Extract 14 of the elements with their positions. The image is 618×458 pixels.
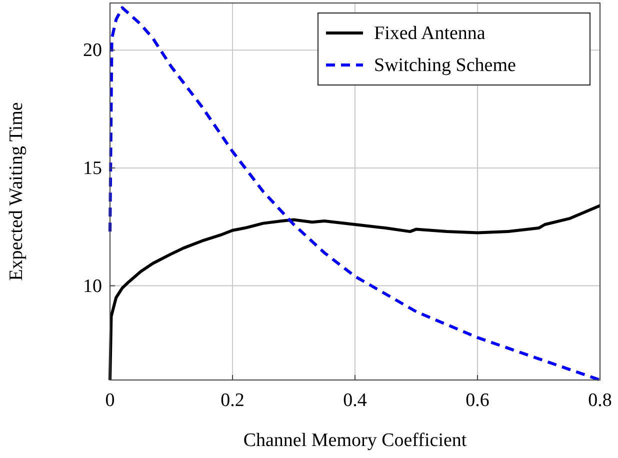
x-tick-label: 0.8: [588, 390, 612, 411]
y-tick-label: 10: [83, 276, 102, 297]
x-tick-label: 0.4: [343, 390, 368, 411]
legend-label: Fixed Antenna: [374, 23, 486, 44]
y-axis-title: Expected Waiting Time: [6, 102, 27, 281]
line-series: [108, 204, 602, 382]
x-tick-label: 0.6: [466, 390, 490, 411]
y-tick-label: 15: [83, 158, 102, 179]
line-series: [108, 6, 602, 382]
x-tick-label: 0.2: [220, 390, 244, 411]
x-axis-title: Channel Memory Coefficient: [243, 430, 468, 451]
legend-label: Switching Scheme: [374, 55, 516, 76]
y-tick-label: 20: [83, 40, 102, 62]
x-tick-label: 0: [105, 390, 115, 411]
